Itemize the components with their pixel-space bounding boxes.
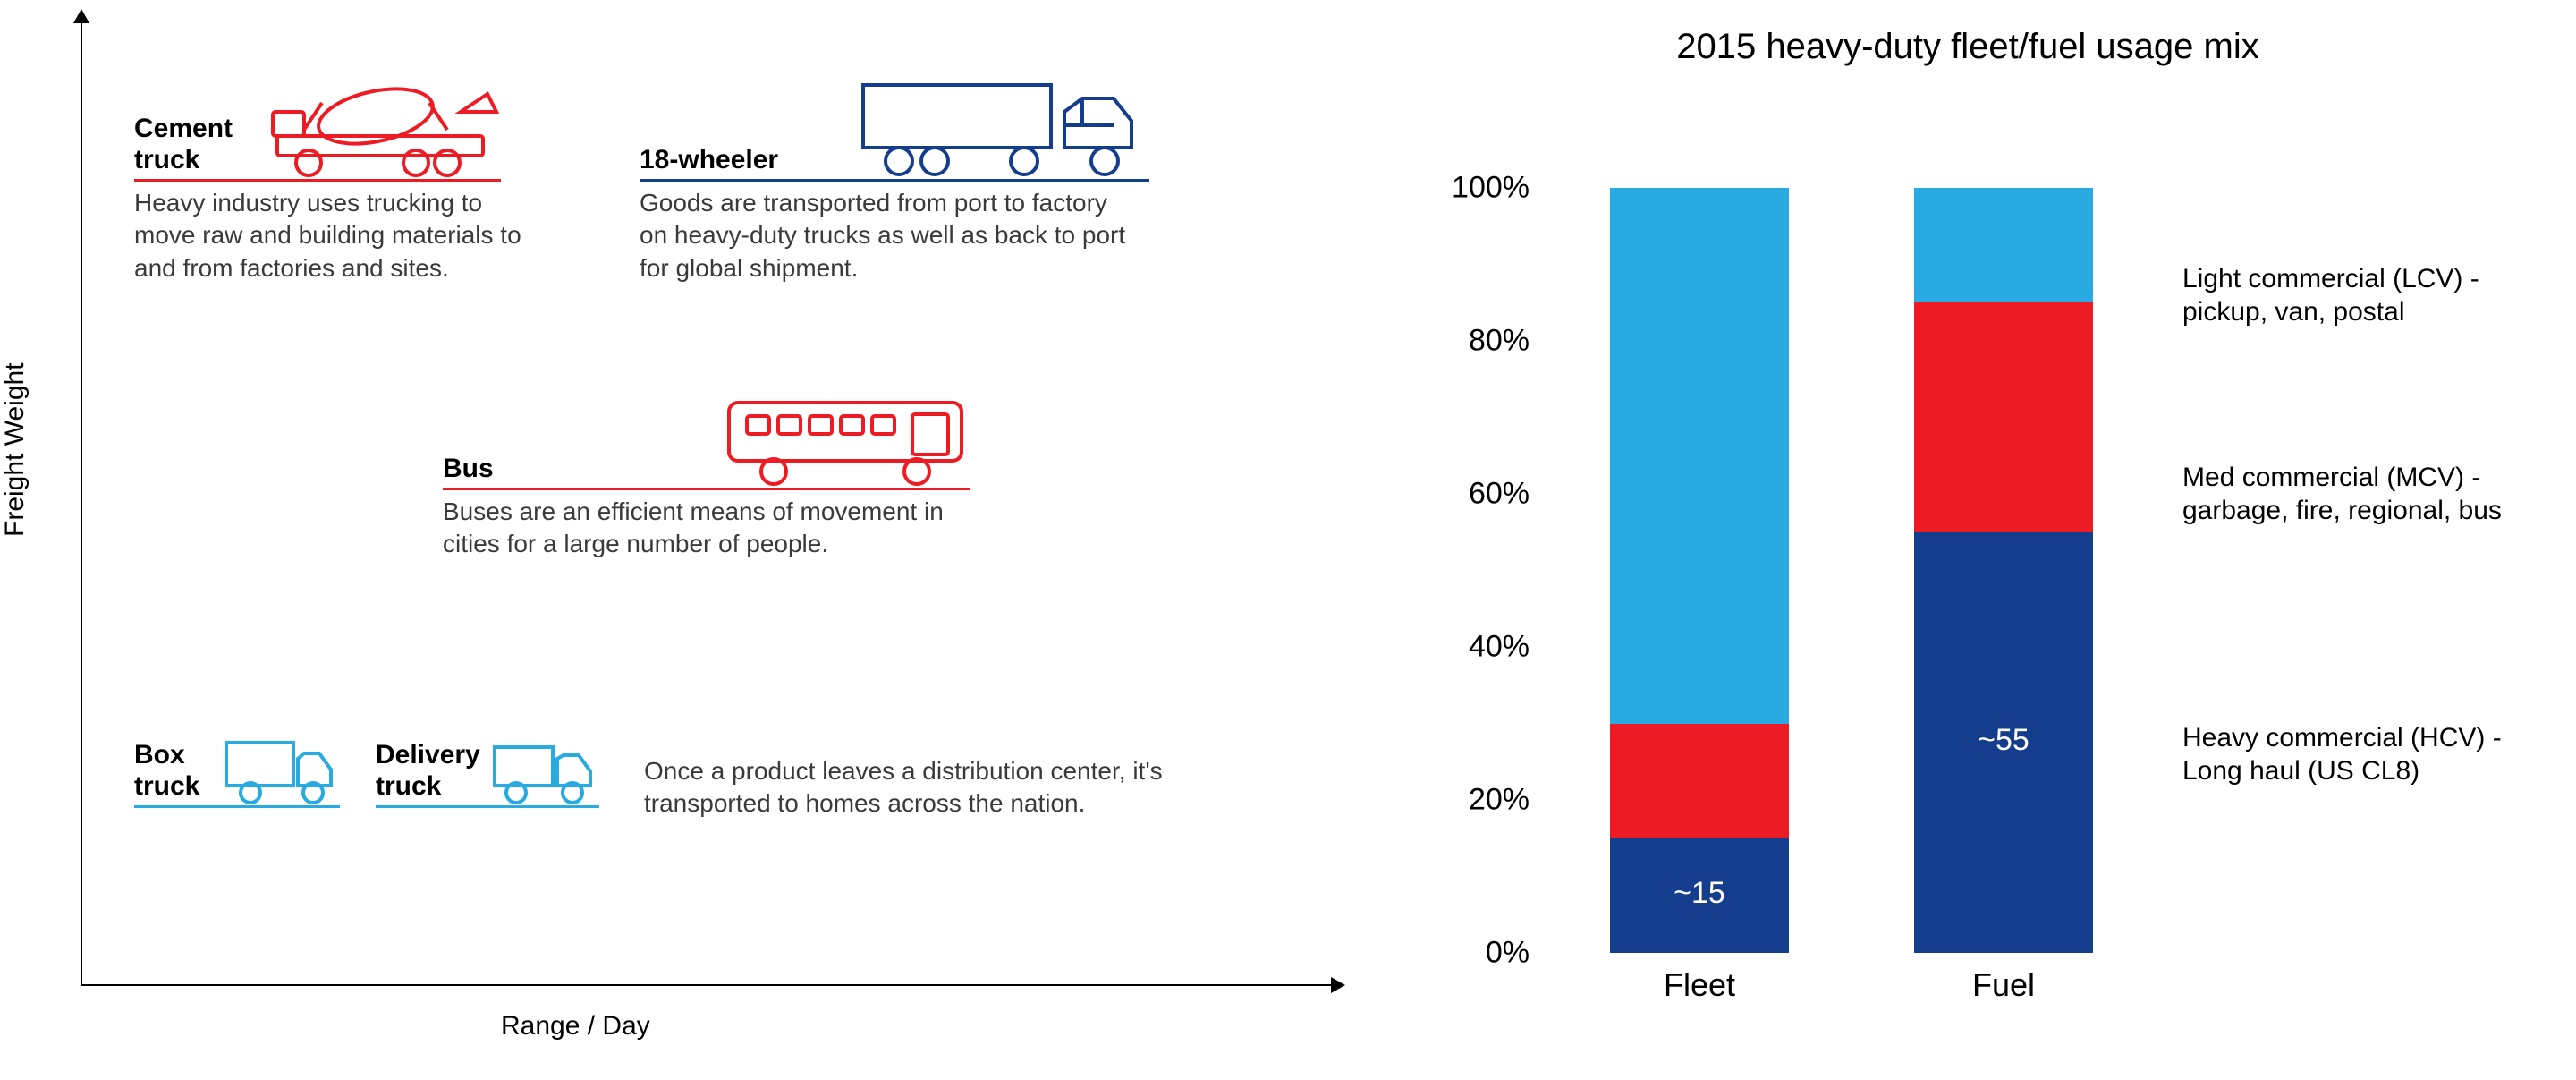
freight-diagram: Freight Weight Range / Day Cement truck <box>0 0 1360 1080</box>
legend-item-hcv: Heavy commercial (HCV) - Long haul (US C… <box>2182 721 2531 788</box>
fleet-fuel-chart: 2015 heavy-duty fleet/fuel usage mix 0% 2… <box>1360 0 2576 1080</box>
vehicle-box-truck: Box truck <box>134 743 340 808</box>
bar-xlabel: Fuel <box>1914 966 2093 1004</box>
bar-xlabel: Fleet <box>1610 966 1789 1004</box>
vehicle-delivery-truck: Delivery truck <box>376 743 599 808</box>
bars-zone: ~15 ~55 <box>1547 103 2174 953</box>
vehicle-label: Cement truck <box>134 114 250 175</box>
y-tick-label: 20% <box>1469 783 1530 818</box>
legend-item-mcv: Med commercial (MCV) - garbage, fire, re… <box>2182 461 2531 528</box>
y-axis-label: Freight Weight <box>0 362 30 537</box>
box-truck-icon <box>219 734 340 805</box>
vehicle-label: Box truck <box>134 740 210 802</box>
segment-hcv-label: ~15 <box>1610 876 1789 911</box>
legend: Light commercial (LCV) - pickup, van, po… <box>2174 103 2540 953</box>
y-tick-label: 40% <box>1469 630 1530 665</box>
bar-fuel: ~55 <box>1914 188 2093 953</box>
segment-mcv <box>1610 724 1789 838</box>
y-axis-ticks: 0%20%40%60%80%100% <box>1395 103 1547 953</box>
segment-lcv <box>1914 188 2093 302</box>
vehicle-18wheeler: 18-wheeler Goods are transported from po… <box>640 130 1149 285</box>
underline <box>376 805 599 808</box>
y-tick-label: 100% <box>1452 171 1530 206</box>
vehicle-label: Delivery truck <box>376 740 492 802</box>
chart-title: 2015 heavy-duty fleet/fuel usage mix <box>1395 27 2540 67</box>
vehicle-desc: Buses are an efficient means of movement… <box>443 496 997 561</box>
x-axis-arrow-icon <box>1331 977 1345 993</box>
vehicle-cement: Cement truck Heavy industry uses tru <box>134 98 528 285</box>
vehicle-label: Bus <box>443 454 494 485</box>
y-axis-arrow-icon <box>73 9 89 23</box>
vehicle-desc: Goods are transported from port to facto… <box>640 187 1140 285</box>
underline <box>640 179 1149 182</box>
y-axis <box>80 18 82 984</box>
bus-icon <box>720 389 979 488</box>
underline <box>443 488 970 490</box>
vehicle-bus: Bus Buses are an efficient means of move… <box>443 438 997 561</box>
legend-item-lcv: Light commercial (LCV) - pickup, van, po… <box>2182 262 2531 329</box>
cement-truck-icon <box>268 81 501 179</box>
segment-hcv-label: ~55 <box>1914 723 2093 758</box>
segment-lcv <box>1610 188 1789 724</box>
vehicle-desc: Heavy industry uses trucking to move raw… <box>134 187 528 285</box>
y-tick-label: 80% <box>1469 324 1530 359</box>
y-tick-label: 60% <box>1469 477 1530 512</box>
underline <box>134 805 340 808</box>
x-axis-labels: Fleet Fuel <box>1547 953 2174 1016</box>
x-axis <box>80 984 1333 986</box>
y-tick-label: 0% <box>1486 936 1530 971</box>
semi-truck-icon <box>854 72 1149 179</box>
delivery-truck-icon <box>487 734 599 805</box>
segment-mcv <box>1914 302 2093 532</box>
vehicle-desc: Once a product leaves a distribution cen… <box>644 755 1252 821</box>
x-axis-label: Range / Day <box>501 1011 650 1042</box>
vehicle-label: 18-wheeler <box>640 145 778 176</box>
bar-fleet: ~15 <box>1610 188 1789 953</box>
underline <box>134 179 501 182</box>
